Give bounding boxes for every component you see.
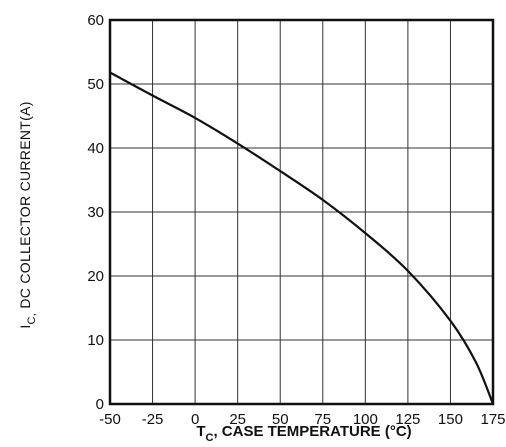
- series-line-0: [109, 71, 495, 405]
- y-tick-label: 60: [87, 12, 104, 29]
- x-axis-title-main: T: [196, 423, 205, 440]
- x-tick-label: -25: [142, 411, 164, 428]
- x-tick-label: 175: [480, 411, 505, 428]
- y-tick-label: 30: [87, 204, 104, 221]
- y-tick-label: 10: [87, 332, 104, 349]
- x-axis-title-rest: , CASE TEMPERATURE (°C): [213, 423, 411, 440]
- y-tick-label: 0: [96, 396, 104, 413]
- x-tick-label: 75: [314, 411, 331, 428]
- tick-labels: -50 -25 0 25 50 75 100 125 150 175 0 10 20 30 40 50 60: [87, 12, 505, 428]
- y-tick-label: 20: [87, 268, 104, 285]
- y-tick-label: 50: [87, 76, 104, 93]
- y-tick-label: 40: [87, 140, 104, 157]
- x-axis-title: TC, CASE TEMPERATURE (°C): [196, 423, 411, 442]
- x-tick-label: 125: [395, 411, 420, 428]
- curve-layer: [109, 71, 495, 405]
- x-tick-label: -50: [99, 411, 121, 428]
- x-tick-label: 50: [272, 411, 289, 428]
- x-tick-label: 100: [353, 411, 378, 428]
- y-axis-title-rest: DC COLLECTOR CURRENT(A): [17, 101, 33, 313]
- x-tick-label: 150: [438, 411, 463, 428]
- plot-frame: [108, 18, 495, 406]
- x-axis-title-subscript: C: [205, 432, 213, 442]
- plot-border: [108, 18, 495, 406]
- y-axis-title-subscript: C,: [26, 313, 38, 325]
- x-tick-label: 25: [229, 411, 246, 428]
- x-tick-label: 0: [191, 411, 199, 428]
- grid: [109, 19, 494, 405]
- y-axis-title: IC, DC COLLECTOR CURRENT(A): [17, 101, 38, 328]
- y-axis-title-main: I: [17, 324, 33, 328]
